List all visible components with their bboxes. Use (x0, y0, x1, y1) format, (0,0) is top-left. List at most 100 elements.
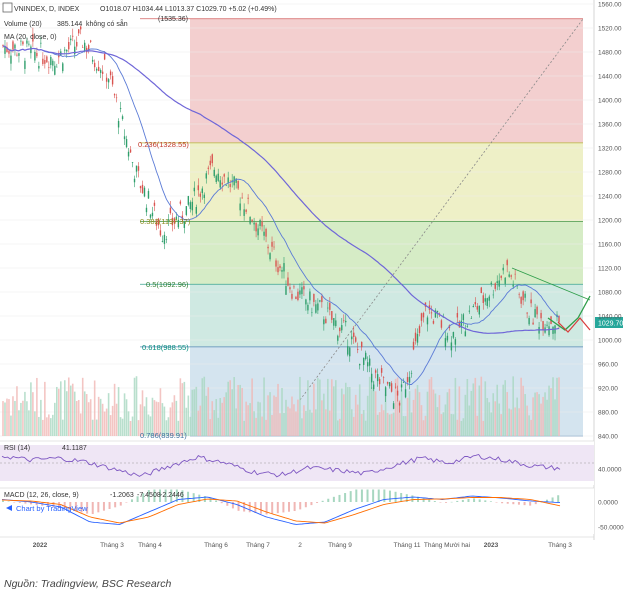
candle-body (8, 50, 10, 54)
candle-body (217, 173, 219, 181)
y-tick-label: 1480.00 (598, 50, 622, 57)
macd-hist-bar (276, 502, 279, 514)
candle-body (368, 358, 371, 366)
macd-hist-bar (175, 489, 178, 502)
macd-hist-bar (321, 500, 324, 502)
candle-body (143, 187, 146, 197)
volume-bar (191, 389, 194, 436)
volume-bar (93, 380, 96, 436)
candle-body (84, 42, 86, 52)
candle-body (484, 298, 486, 302)
candle-body (337, 335, 339, 341)
macd-hist-bar (501, 502, 504, 504)
volume-bar (466, 379, 469, 436)
candle-body (6, 47, 8, 53)
candle-body (197, 185, 199, 191)
candle-body (275, 260, 277, 267)
candle-body (127, 151, 130, 157)
volume-bar (342, 394, 345, 436)
volume-bar (223, 397, 226, 436)
macd-histogram (2, 489, 560, 515)
volume-bar (313, 383, 315, 436)
macd-hist-bar (506, 502, 509, 504)
candle-body (219, 180, 221, 188)
macd-value-2: -7.4508 (137, 492, 161, 499)
x-tick-label: 2023 (484, 542, 499, 549)
candle-body (97, 66, 100, 72)
volume-bar (408, 391, 411, 436)
volume-bar (356, 404, 359, 436)
x-tick-label: Tháng 6 (204, 542, 228, 549)
candle-body (444, 338, 447, 347)
candle-body (117, 121, 120, 128)
volume-bar (512, 376, 514, 436)
candle-body (115, 97, 118, 99)
candle-body (388, 382, 391, 387)
candle-body (434, 310, 437, 318)
x-tick-label: Tháng 9 (328, 542, 352, 549)
candle-body (273, 246, 275, 248)
macd-hist-bar (2, 500, 4, 502)
volume-bar (362, 410, 365, 436)
volume-bar (95, 419, 98, 436)
volume-bar (398, 399, 401, 436)
candle-body (374, 370, 377, 373)
candle-body (36, 52, 38, 57)
volume-bar (380, 404, 383, 436)
candle-body (34, 51, 36, 61)
volume-bar (488, 402, 491, 436)
candle-body (201, 188, 203, 194)
volume-bar (195, 386, 198, 436)
volume-bar (448, 388, 451, 436)
volume-bar (319, 379, 321, 436)
volume-bar (163, 406, 166, 436)
macd-hist-bar (203, 496, 206, 502)
volume-bar (506, 392, 508, 436)
candle-body (522, 291, 524, 301)
macd-hist-bar (551, 497, 554, 502)
volume-bar (52, 414, 54, 436)
macd-hist-bar (231, 502, 234, 509)
candle-body (225, 184, 227, 186)
macd-hist-bar (7, 501, 10, 502)
candle-body (366, 362, 369, 367)
candle-body (524, 293, 526, 298)
macd-hist-bar (316, 502, 319, 503)
volume-bar (213, 410, 216, 436)
volume-bar (418, 392, 421, 436)
candle-body (299, 290, 301, 295)
volume-bar (199, 405, 202, 436)
volume-bar (386, 412, 389, 436)
candle-body (343, 320, 345, 322)
volume-bar (372, 381, 375, 436)
candle-body (440, 320, 443, 328)
candle-body (139, 186, 142, 189)
macd-hist-bar (24, 502, 27, 504)
macd-hist-bar (170, 489, 173, 502)
candle-body (293, 286, 295, 288)
volume-bar (12, 396, 14, 436)
volume-bar (115, 403, 118, 436)
volume-bar (297, 399, 299, 436)
candle-body (257, 228, 259, 236)
candle-body (430, 312, 433, 314)
candle-body (488, 296, 490, 301)
candle-body (546, 324, 548, 326)
macd-hist-bar (327, 498, 330, 502)
volume-bar (291, 396, 293, 436)
volume-bar (325, 409, 327, 436)
macd-hist-bar (450, 501, 453, 503)
candle-body (237, 180, 239, 189)
volume-bar (81, 377, 84, 436)
y-tick-label: 920.00 (598, 386, 618, 393)
ohlc-label: O1018.07 H1034.44 L1013.37 C1029.70 +5.0… (100, 6, 277, 13)
macd-hist-bar (215, 500, 218, 502)
candle-body (378, 378, 381, 385)
candle-body (514, 273, 516, 275)
volume-bar (464, 394, 467, 436)
candle-body (241, 197, 243, 199)
candle-body (466, 326, 469, 327)
fib-labels: 0.236(1328.55) 0.382(1197.37) 0.5(1092.9… (138, 140, 191, 440)
candle-body (329, 302, 331, 310)
candle-body (540, 312, 542, 319)
